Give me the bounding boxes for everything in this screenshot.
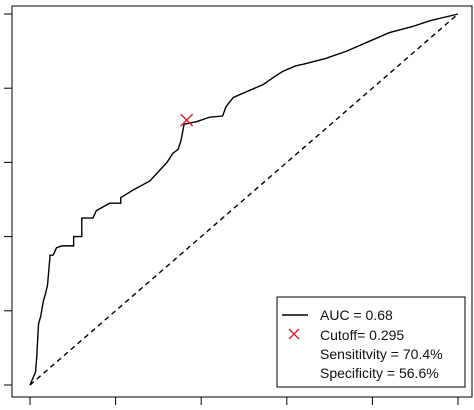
legend-box bbox=[276, 296, 466, 388]
legend-auc: AUC = 0.68 bbox=[320, 307, 393, 323]
legend-sensitivity: Sensititvity = 70.4% bbox=[320, 346, 443, 362]
legend: AUC = 0.68 Cutoff= 0.295 Sensititvity = … bbox=[276, 296, 466, 388]
plot-frame bbox=[11, 5, 473, 398]
roc-curve-line bbox=[29, 13, 459, 386]
cutoff-marker bbox=[180, 113, 194, 127]
legend-specificity: Specificity = 56.6% bbox=[320, 365, 439, 381]
axis-ticks bbox=[4, 13, 459, 405]
legend-cutoff: Cutoff= 0.295 bbox=[320, 327, 404, 343]
cutoff-marker-stroke bbox=[180, 113, 194, 127]
legend-cross-swatch bbox=[288, 328, 300, 340]
reference-diagonal-line bbox=[29, 13, 459, 386]
